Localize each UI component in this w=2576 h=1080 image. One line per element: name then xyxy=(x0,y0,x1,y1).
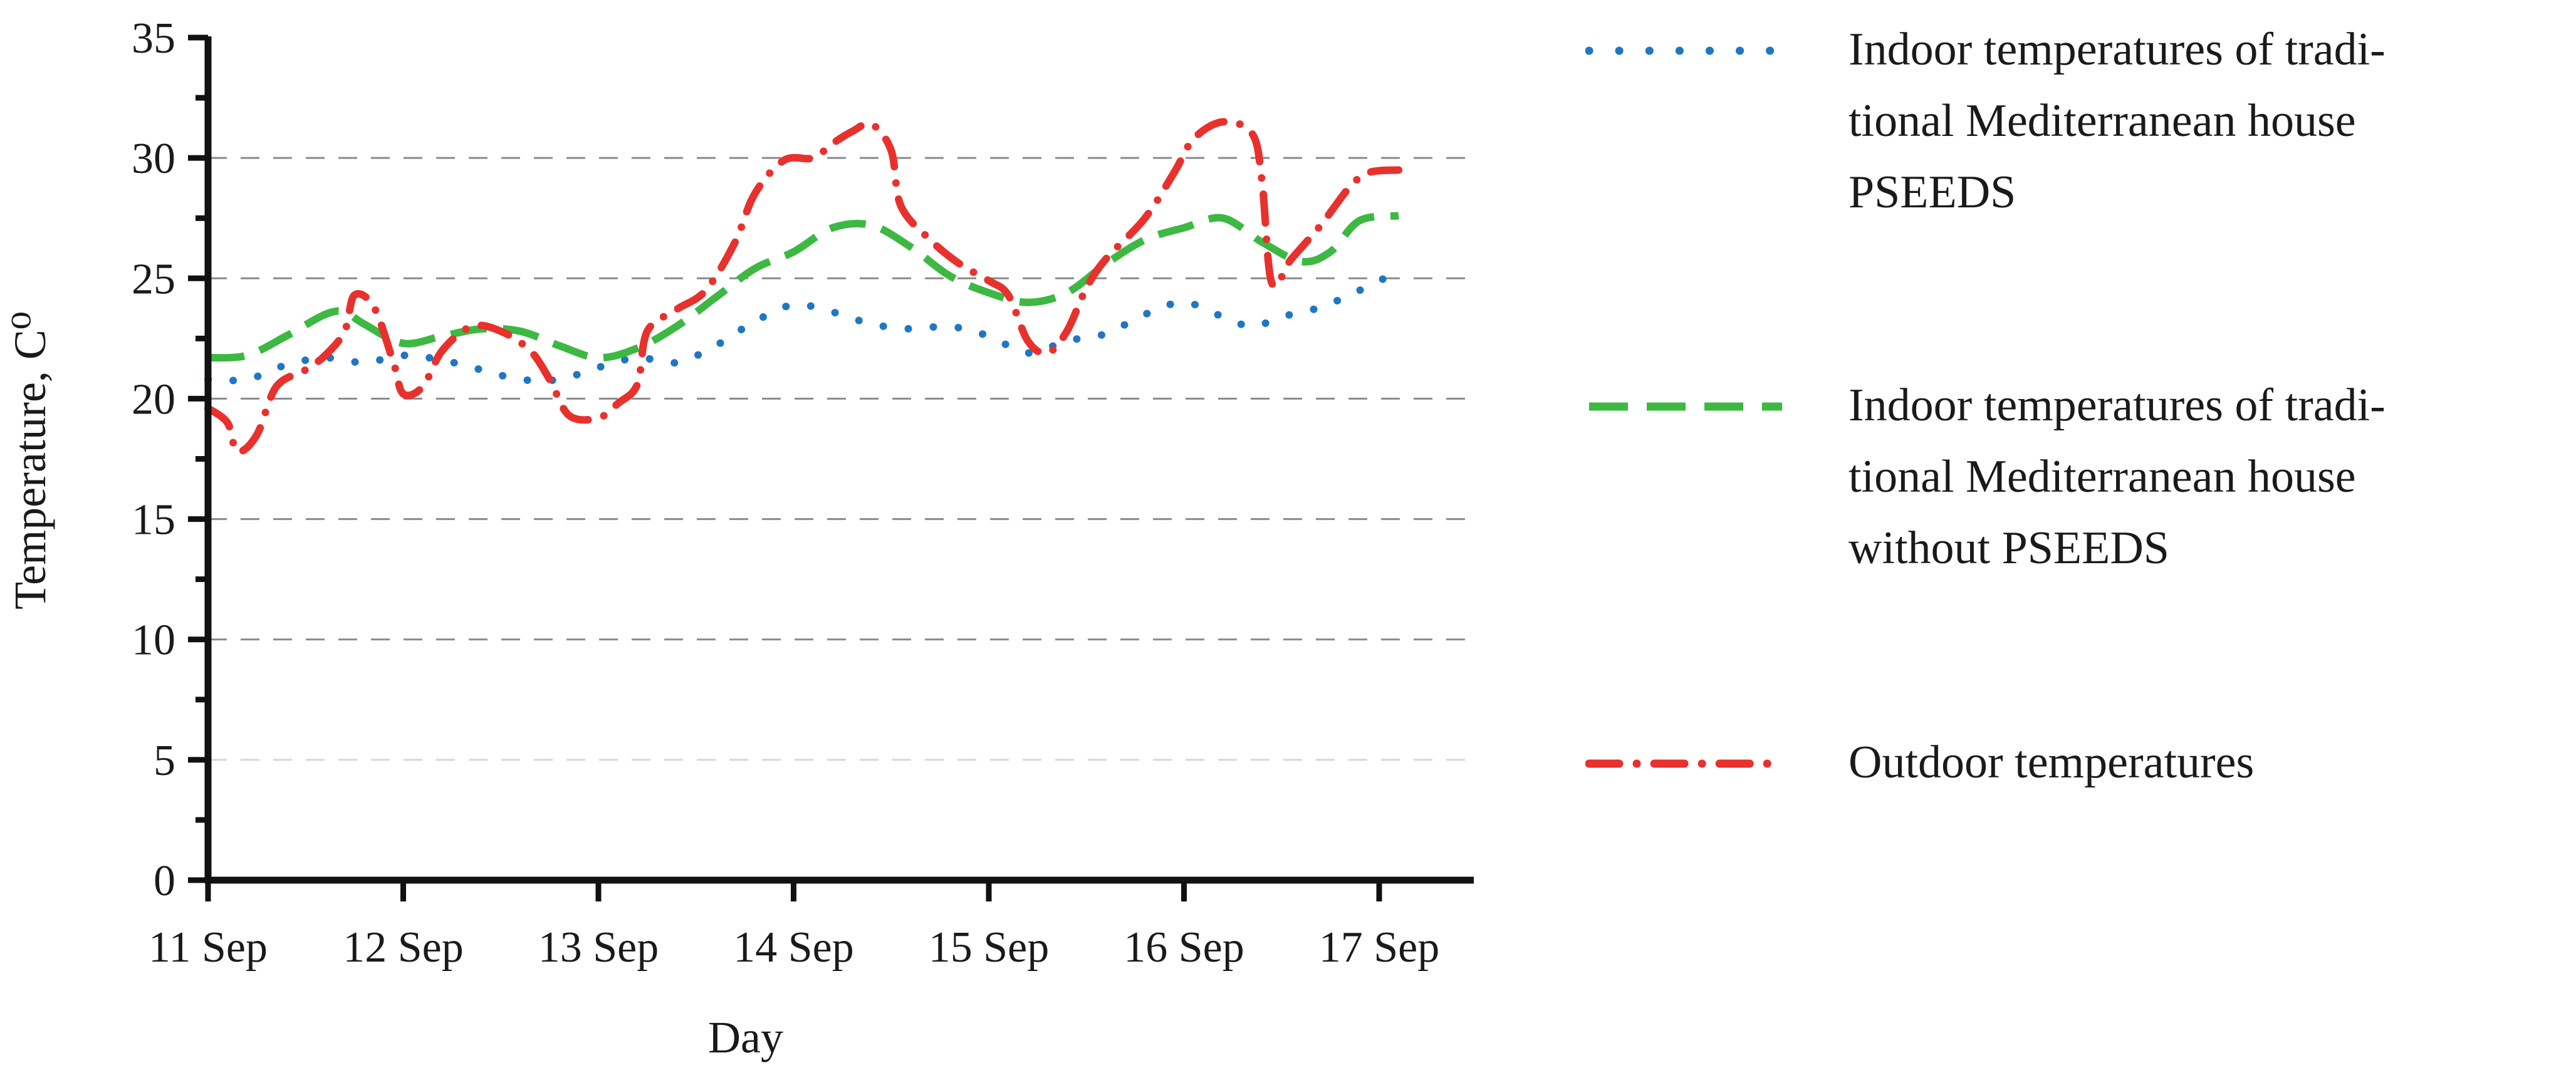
y-tick-label: 5 xyxy=(154,737,175,785)
x-tick-label: 13 Sep xyxy=(538,923,659,972)
legend-label-line: Outdoor temperatures xyxy=(1849,737,2255,788)
y-tick-label: 30 xyxy=(132,135,175,183)
legend-label-line: Indoor temperatures of tradi- xyxy=(1849,380,2386,431)
x-axis-title: Day xyxy=(708,1012,783,1062)
series-line-outdoor xyxy=(204,118,1403,456)
legend-swatch-without-pseeds xyxy=(1589,402,1782,411)
y-tick-label: 15 xyxy=(132,496,175,544)
legend-swatch-outdoor xyxy=(1585,759,1786,768)
legend-swatch-pseeds xyxy=(1585,46,1786,55)
legend-label-line: tional Mediterranean house xyxy=(1849,451,2356,502)
tick-labels: 0 5 10 15 20 25 30 35 11 Sep 12 Sep 13 Sep 14 Sep 15… xyxy=(132,14,1439,972)
legend: Indoor temperatures of tradi- tional Med… xyxy=(1585,0,2563,1080)
legend-label-line: PSEEDS xyxy=(1849,167,2016,218)
x-tick-label: 11 Sep xyxy=(149,923,268,972)
y-tick-label: 25 xyxy=(132,255,175,303)
y-tick-label: 10 xyxy=(132,616,175,665)
y-tick-label: 0 xyxy=(154,857,175,905)
x-tick-label: 14 Sep xyxy=(733,923,854,972)
legend-label-without-pseeds: Indoor temperatures of tradi- tional Med… xyxy=(1849,370,2563,584)
y-tick-label: 35 xyxy=(132,14,175,63)
legend-label-outdoor: Outdoor temperatures xyxy=(1849,727,2563,798)
gridlines xyxy=(208,157,1474,761)
x-tick-label: 17 Sep xyxy=(1319,923,1440,972)
x-tick-label: 12 Sep xyxy=(343,923,464,972)
series-line-pseeds xyxy=(204,267,1403,385)
legend-label-line: without PSEEDS xyxy=(1849,522,2169,574)
legend-label-line: Indoor temperatures of tradi- xyxy=(1849,24,2386,75)
y-tick-label: 20 xyxy=(132,375,175,423)
y-axis-title: Temperature, C⁰ xyxy=(5,311,55,610)
legend-label-line: tional Mediterranean house xyxy=(1849,95,2356,147)
legend-label-pseeds: Indoor temperatures of tradi- tional Med… xyxy=(1849,14,2563,228)
x-tick-label: 15 Sep xyxy=(929,923,1050,972)
chart-plot: 0 5 10 15 20 25 30 35 11 Sep 12 Sep 13 Sep 14 Sep 15… xyxy=(5,14,1474,1062)
axes xyxy=(188,34,1474,901)
x-tick-label: 16 Sep xyxy=(1124,923,1244,972)
series-layer xyxy=(204,118,1403,456)
